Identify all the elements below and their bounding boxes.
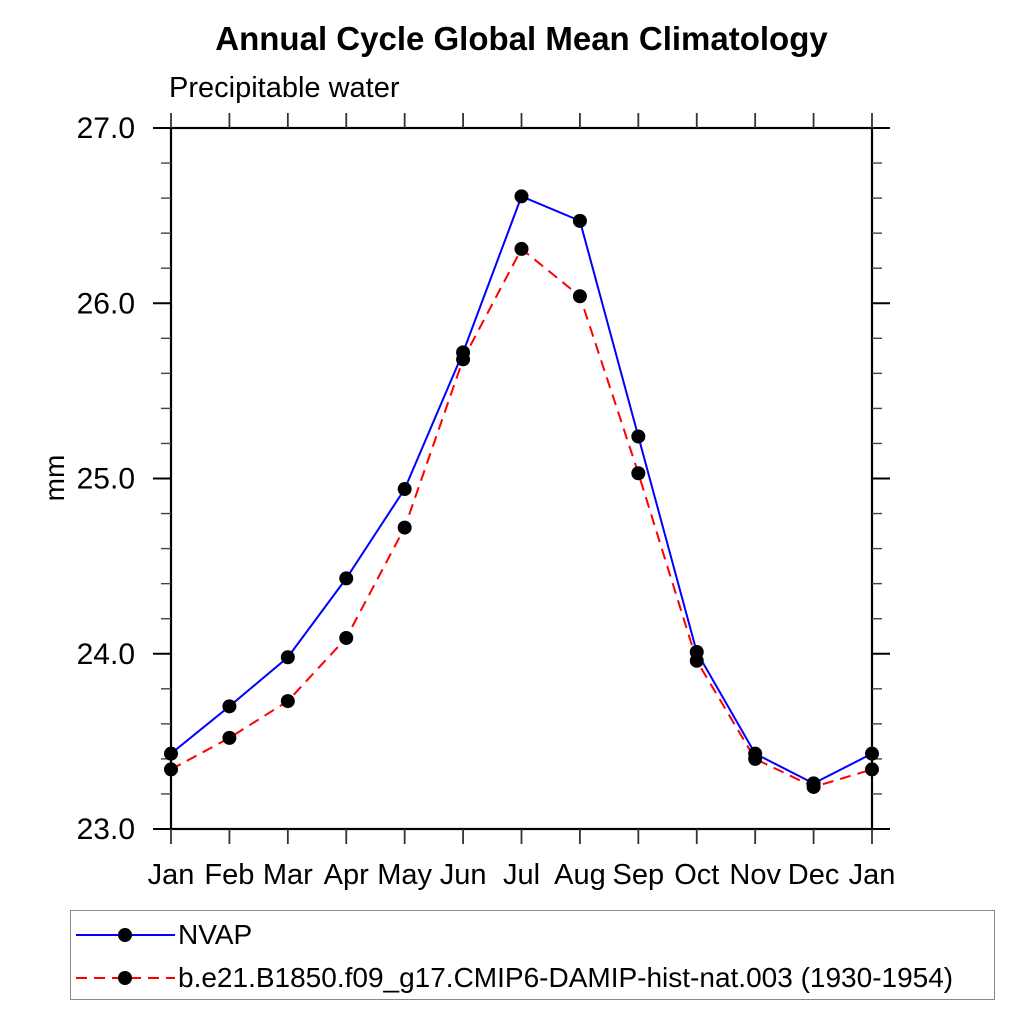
- series-marker-0: [339, 571, 354, 586]
- x-tick-label: Oct: [674, 859, 719, 891]
- y-tick-label: 27.0: [77, 112, 135, 145]
- x-tick-label: Jan: [849, 859, 896, 891]
- series-marker-0: [164, 746, 178, 761]
- series-line-1: [170, 247, 873, 789]
- series-marker-1: [456, 352, 471, 367]
- series-marker-0: [631, 429, 646, 444]
- x-tick-label: Feb: [204, 859, 254, 891]
- series-marker-1: [865, 762, 879, 777]
- x-tick-label: Jan: [148, 859, 195, 891]
- series-marker-0: [397, 482, 412, 497]
- x-tick-label: Apr: [324, 859, 369, 891]
- series-marker-0: [865, 746, 879, 761]
- x-tick-label: Jun: [440, 859, 487, 891]
- legend-label: b.e21.B1850.f09_g17.CMIP6-DAMIP-hist-nat…: [178, 962, 954, 993]
- x-tick-label: Nov: [729, 859, 781, 891]
- x-tick-label: Jul: [503, 859, 540, 891]
- y-tick-label: 23.0: [77, 813, 135, 846]
- series-marker-1: [164, 762, 178, 777]
- series-marker-0: [514, 189, 529, 204]
- x-tick-label: Sep: [613, 859, 665, 891]
- legend-item-model: b.e21.B1850.f09_g17.CMIP6-DAMIP-hist-nat…: [74, 958, 953, 998]
- legend-item-nvap: NVAP: [74, 915, 252, 955]
- x-tick-label: Dec: [788, 859, 840, 891]
- series-marker-1: [514, 241, 529, 256]
- series-marker-1: [339, 630, 354, 645]
- series-marker-1: [280, 694, 295, 709]
- x-tick-label: Mar: [263, 859, 313, 891]
- legend-sample-line-solid: [76, 928, 175, 942]
- legend-sample-line-dashed: [76, 971, 175, 985]
- series-marker-0: [280, 650, 295, 665]
- series-marker-1: [222, 730, 237, 745]
- chart-title: Annual Cycle Global Mean Climatology: [215, 20, 828, 57]
- legend-label: NVAP: [178, 919, 253, 950]
- chart-subtitle: Precipitable water: [169, 72, 400, 104]
- y-tick-label: 26.0: [77, 287, 135, 320]
- legend-box: NVAP b.e21.B1850.f09_g17.CMIP6-DAMIP-his…: [70, 910, 995, 1000]
- series-marker-1: [572, 289, 587, 304]
- plot-frame: [169, 126, 874, 831]
- series-marker-1: [806, 779, 821, 794]
- y-tick-label: 24.0: [77, 638, 135, 671]
- series-marker-0: [222, 699, 237, 714]
- series-marker-1: [748, 751, 763, 766]
- x-tick-label: May: [377, 859, 432, 891]
- series-marker-1: [689, 653, 704, 668]
- series-marker-0: [572, 213, 587, 228]
- series-marker-1: [631, 466, 646, 481]
- y-tick-label: 25.0: [77, 463, 135, 496]
- x-tick-label: Aug: [554, 859, 606, 891]
- series-marker-1: [397, 520, 412, 535]
- series-line-0: [170, 195, 873, 785]
